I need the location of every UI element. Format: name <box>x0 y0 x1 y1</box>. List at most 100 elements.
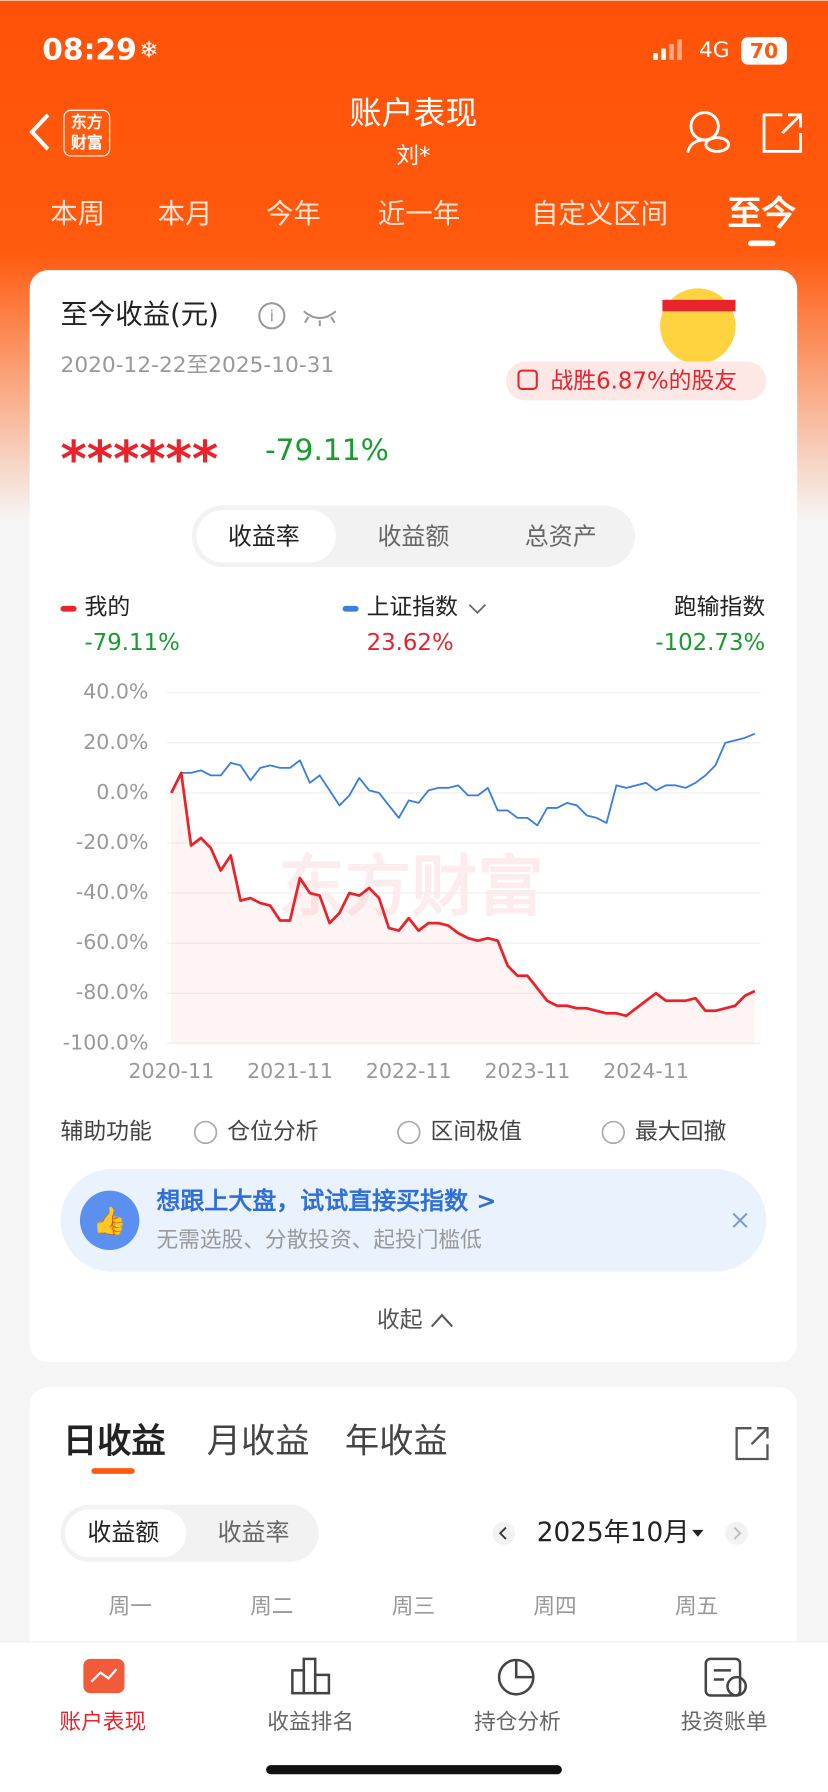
nav-label[interactable]: 投资账单 <box>681 1710 768 1735</box>
y-tick-label: 40.0% <box>83 680 148 704</box>
date-range: 2020-12-22至2025-10-31 <box>61 353 335 378</box>
chart: 40.0% 20.0% 0.0% -20.0% -40.0% -60.0% -80.0% -1… <box>63 680 761 1083</box>
nav-label[interactable]: 持仓分析 <box>474 1710 561 1735</box>
weekday: 周三 <box>392 1595 435 1620</box>
metric-selected <box>65 1509 187 1558</box>
legend-swatch <box>342 605 359 612</box>
time: 08:29 <box>42 32 137 67</box>
y-tick-label: 20.0% <box>83 730 148 754</box>
page-title: 账户表现 <box>349 94 477 132</box>
tool-option: 仓位分析 <box>227 1119 318 1145</box>
weekdays: 周一 周二 周三 周四 周五 <box>109 1595 719 1620</box>
home-indicator <box>266 1765 562 1775</box>
dropdown-icon[interactable] <box>468 604 486 614</box>
tools-options: 仓位分析 区间极值 最大回撤 <box>193 1119 726 1145</box>
badge-text: 战胜6.87%的股友 <box>550 369 737 395</box>
badge[interactable] <box>505 361 767 401</box>
radio[interactable] <box>601 1120 625 1145</box>
month-dropdown <box>692 1529 704 1537</box>
weekday: 周四 <box>533 1595 576 1620</box>
battery <box>741 37 787 65</box>
tool-option: 区间极值 <box>431 1119 522 1145</box>
metric-tab[interactable]: 收益额 <box>377 522 449 550</box>
switch-option[interactable]: 收益率 <box>218 1518 290 1546</box>
metric-tabs: 收益率 收益额 总资产 <box>228 522 597 550</box>
legend-swatch <box>60 605 77 612</box>
series-line <box>170 771 756 1018</box>
prev-icon <box>498 1526 507 1540</box>
nav-icon <box>291 1657 331 1695</box>
metric-tab[interactable]: 收益率 <box>228 522 300 550</box>
nav-label[interactable]: 账户表现 <box>59 1710 146 1735</box>
period-tab[interactable]: 本周 <box>50 199 105 230</box>
user-icon[interactable] <box>686 111 731 153</box>
tab-indicator <box>748 240 776 247</box>
snow-icon: ❄ <box>139 37 158 63</box>
nav-items: 账户表现 收益排名 持仓分析 投资账单 <box>59 1710 767 1735</box>
badge-icon <box>517 369 538 390</box>
eye-icon[interactable] <box>303 310 337 327</box>
network: 4G <box>699 38 730 63</box>
series-line <box>170 732 756 827</box>
next-month[interactable] <box>725 1521 749 1545</box>
weekday: 周五 <box>675 1595 718 1620</box>
legend-value: -79.11% <box>85 630 180 656</box>
y-tick-label: 0.0% <box>96 780 148 804</box>
y-tick-label: -100.0% <box>63 1030 149 1054</box>
emoji <box>660 288 736 364</box>
logo-text: 财富 <box>71 133 103 152</box>
switch-option[interactable]: 收益额 <box>87 1518 159 1546</box>
page-subtitle: 刘* <box>396 144 430 170</box>
x-tick-label: 2021-11 <box>247 1059 333 1083</box>
x-tick-label: 2024-11 <box>603 1059 689 1083</box>
back-button[interactable] <box>29 113 50 151</box>
share-icon[interactable] <box>735 1427 769 1461</box>
weekday: 周二 <box>250 1595 293 1620</box>
next-icon <box>733 1526 742 1540</box>
period-tab[interactable]: 近一年 <box>378 199 460 230</box>
info-icon[interactable] <box>258 302 286 330</box>
nav-label[interactable]: 收益排名 <box>267 1710 354 1735</box>
period-tab[interactable]: 至今 <box>728 194 797 234</box>
prev-month[interactable] <box>492 1521 516 1545</box>
banner-icon <box>79 1190 140 1251</box>
banner-icon-glyph: 👍 <box>93 1205 127 1237</box>
metric-selected <box>196 509 336 563</box>
nav-icon <box>497 1658 535 1696</box>
earnings-tab[interactable]: 月收益 <box>207 1422 310 1462</box>
emoji-headband <box>662 299 736 312</box>
earnings-tab[interactable]: 年收益 <box>345 1422 448 1462</box>
month[interactable]: 2025年10月 <box>537 1518 690 1548</box>
radio[interactable] <box>193 1120 218 1145</box>
banner[interactable] <box>60 1168 767 1272</box>
share-icon[interactable] <box>762 113 803 153</box>
metric-tab[interactable]: 总资产 <box>525 522 597 550</box>
earnings-tab[interactable]: 日收益 <box>63 1422 166 1462</box>
tools-label: 辅助功能 <box>61 1119 152 1145</box>
legend-value: 23.62% <box>367 630 454 656</box>
y-tick-label: -20.0% <box>76 830 149 854</box>
nav-icon-glyph <box>90 1668 118 1683</box>
legend-label[interactable]: 上证指数 <box>367 595 458 621</box>
signal <box>653 39 682 61</box>
banner-close[interactable] <box>732 1212 748 1228</box>
radio[interactable] <box>397 1120 421 1145</box>
collapse-button[interactable]: 收起 <box>377 1307 423 1333</box>
x-tick-label: 2022-11 <box>366 1059 452 1083</box>
weekday: 周一 <box>109 1595 152 1620</box>
period-tab[interactable]: 今年 <box>266 199 321 230</box>
period-tab[interactable]: 本月 <box>158 199 213 230</box>
y-tick-label: -40.0% <box>76 880 149 904</box>
logo <box>63 109 111 157</box>
banner-subtitle: 无需选股、分散投资、起投门槛低 <box>156 1228 481 1253</box>
period-tabs: 本周 本月 今年 近一年 自定义区间 至今 <box>50 194 796 234</box>
area-fill <box>171 772 755 1044</box>
period-tab[interactable]: 自定义区间 <box>531 199 668 230</box>
tool-option: 最大回撤 <box>635 1119 726 1145</box>
total-return: -79.11% <box>265 433 389 468</box>
tab-indicator <box>91 1468 135 1474</box>
collapse-icon <box>430 1313 454 1328</box>
banner-title: 想跟上大盘，试试直接买指数 > <box>156 1187 496 1215</box>
